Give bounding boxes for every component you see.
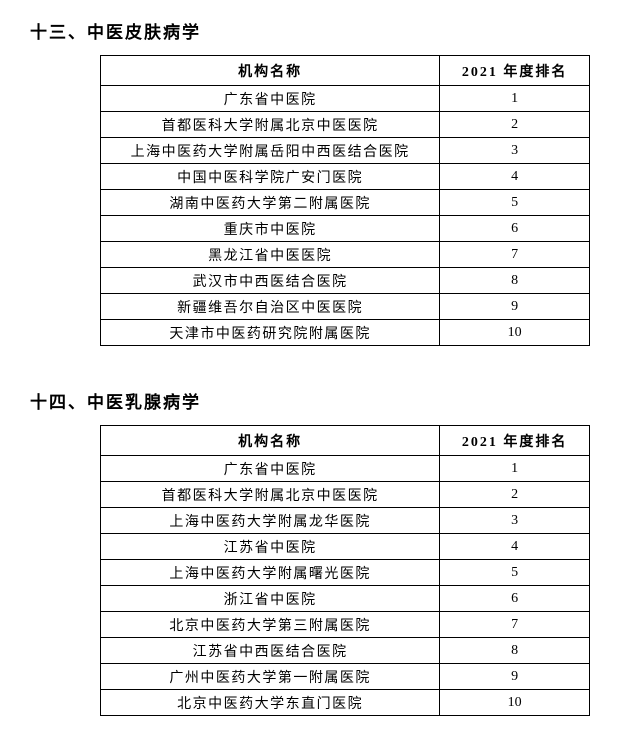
header-name: 机构名称 bbox=[101, 426, 440, 456]
cell-rank: 8 bbox=[440, 638, 590, 664]
cell-rank: 6 bbox=[440, 216, 590, 242]
cell-rank: 7 bbox=[440, 612, 590, 638]
cell-rank: 2 bbox=[440, 112, 590, 138]
table-row: 上海中医药大学附属龙华医院3 bbox=[101, 508, 590, 534]
table-row: 北京中医药大学东直门医院10 bbox=[101, 690, 590, 716]
table-header-row: 机构名称 2021 年度排名 bbox=[101, 56, 590, 86]
cell-rank: 3 bbox=[440, 138, 590, 164]
table-row: 首都医科大学附属北京中医医院2 bbox=[101, 482, 590, 508]
cell-name: 广州中医药大学第一附属医院 bbox=[101, 664, 440, 690]
table-row: 湖南中医药大学第二附属医院5 bbox=[101, 190, 590, 216]
section-14: 十四、中医乳腺病学 机构名称 2021 年度排名 广东省中医院1 首都医科大学附… bbox=[30, 388, 610, 716]
table-row: 广东省中医院1 bbox=[101, 86, 590, 112]
table-row: 浙江省中医院6 bbox=[101, 586, 590, 612]
table-row: 武汉市中西医结合医院8 bbox=[101, 268, 590, 294]
cell-rank: 9 bbox=[440, 664, 590, 690]
table-row: 首都医科大学附属北京中医医院2 bbox=[101, 112, 590, 138]
cell-rank: 8 bbox=[440, 268, 590, 294]
section-title-14: 十四、中医乳腺病学 bbox=[30, 388, 610, 413]
cell-name: 江苏省中医院 bbox=[101, 534, 440, 560]
cell-name: 浙江省中医院 bbox=[101, 586, 440, 612]
section-title-13: 十三、中医皮肤病学 bbox=[30, 18, 610, 43]
section-13: 十三、中医皮肤病学 机构名称 2021 年度排名 广东省中医院1 首都医科大学附… bbox=[30, 18, 610, 346]
table-row: 上海中医药大学附属曙光医院5 bbox=[101, 560, 590, 586]
table-row: 中国中医科学院广安门医院4 bbox=[101, 164, 590, 190]
cell-name: 武汉市中西医结合医院 bbox=[101, 268, 440, 294]
cell-name: 新疆维吾尔自治区中医医院 bbox=[101, 294, 440, 320]
cell-rank: 1 bbox=[440, 86, 590, 112]
ranking-table-13: 机构名称 2021 年度排名 广东省中医院1 首都医科大学附属北京中医医院2 上… bbox=[100, 55, 590, 346]
cell-rank: 10 bbox=[440, 690, 590, 716]
cell-rank: 7 bbox=[440, 242, 590, 268]
cell-name: 重庆市中医院 bbox=[101, 216, 440, 242]
table-row: 广东省中医院1 bbox=[101, 456, 590, 482]
header-rank: 2021 年度排名 bbox=[440, 426, 590, 456]
table-row: 天津市中医药研究院附属医院10 bbox=[101, 320, 590, 346]
cell-name: 湖南中医药大学第二附属医院 bbox=[101, 190, 440, 216]
cell-rank: 9 bbox=[440, 294, 590, 320]
cell-rank: 1 bbox=[440, 456, 590, 482]
cell-name: 广东省中医院 bbox=[101, 456, 440, 482]
table-wrap-14: 机构名称 2021 年度排名 广东省中医院1 首都医科大学附属北京中医医院2 上… bbox=[100, 425, 610, 716]
table-row: 上海中医药大学附属岳阳中西医结合医院3 bbox=[101, 138, 590, 164]
table-row: 北京中医药大学第三附属医院7 bbox=[101, 612, 590, 638]
header-name: 机构名称 bbox=[101, 56, 440, 86]
cell-name: 上海中医药大学附属龙华医院 bbox=[101, 508, 440, 534]
table-row: 广州中医药大学第一附属医院9 bbox=[101, 664, 590, 690]
ranking-table-14: 机构名称 2021 年度排名 广东省中医院1 首都医科大学附属北京中医医院2 上… bbox=[100, 425, 590, 716]
table-header-row: 机构名称 2021 年度排名 bbox=[101, 426, 590, 456]
cell-name: 中国中医科学院广安门医院 bbox=[101, 164, 440, 190]
cell-name: 广东省中医院 bbox=[101, 86, 440, 112]
cell-name: 北京中医药大学第三附属医院 bbox=[101, 612, 440, 638]
table-row: 江苏省中西医结合医院8 bbox=[101, 638, 590, 664]
cell-name: 首都医科大学附属北京中医医院 bbox=[101, 112, 440, 138]
table-row: 黑龙江省中医医院7 bbox=[101, 242, 590, 268]
table-row: 江苏省中医院4 bbox=[101, 534, 590, 560]
cell-name: 上海中医药大学附属曙光医院 bbox=[101, 560, 440, 586]
cell-name: 天津市中医药研究院附属医院 bbox=[101, 320, 440, 346]
table-wrap-13: 机构名称 2021 年度排名 广东省中医院1 首都医科大学附属北京中医医院2 上… bbox=[100, 55, 610, 346]
cell-name: 首都医科大学附属北京中医医院 bbox=[101, 482, 440, 508]
cell-rank: 3 bbox=[440, 508, 590, 534]
table-row: 新疆维吾尔自治区中医医院9 bbox=[101, 294, 590, 320]
cell-name: 北京中医药大学东直门医院 bbox=[101, 690, 440, 716]
cell-rank: 4 bbox=[440, 164, 590, 190]
cell-name: 黑龙江省中医医院 bbox=[101, 242, 440, 268]
cell-name: 江苏省中西医结合医院 bbox=[101, 638, 440, 664]
cell-name: 上海中医药大学附属岳阳中西医结合医院 bbox=[101, 138, 440, 164]
table-row: 重庆市中医院6 bbox=[101, 216, 590, 242]
cell-rank: 5 bbox=[440, 560, 590, 586]
cell-rank: 6 bbox=[440, 586, 590, 612]
cell-rank: 5 bbox=[440, 190, 590, 216]
cell-rank: 4 bbox=[440, 534, 590, 560]
cell-rank: 10 bbox=[440, 320, 590, 346]
header-rank: 2021 年度排名 bbox=[440, 56, 590, 86]
cell-rank: 2 bbox=[440, 482, 590, 508]
